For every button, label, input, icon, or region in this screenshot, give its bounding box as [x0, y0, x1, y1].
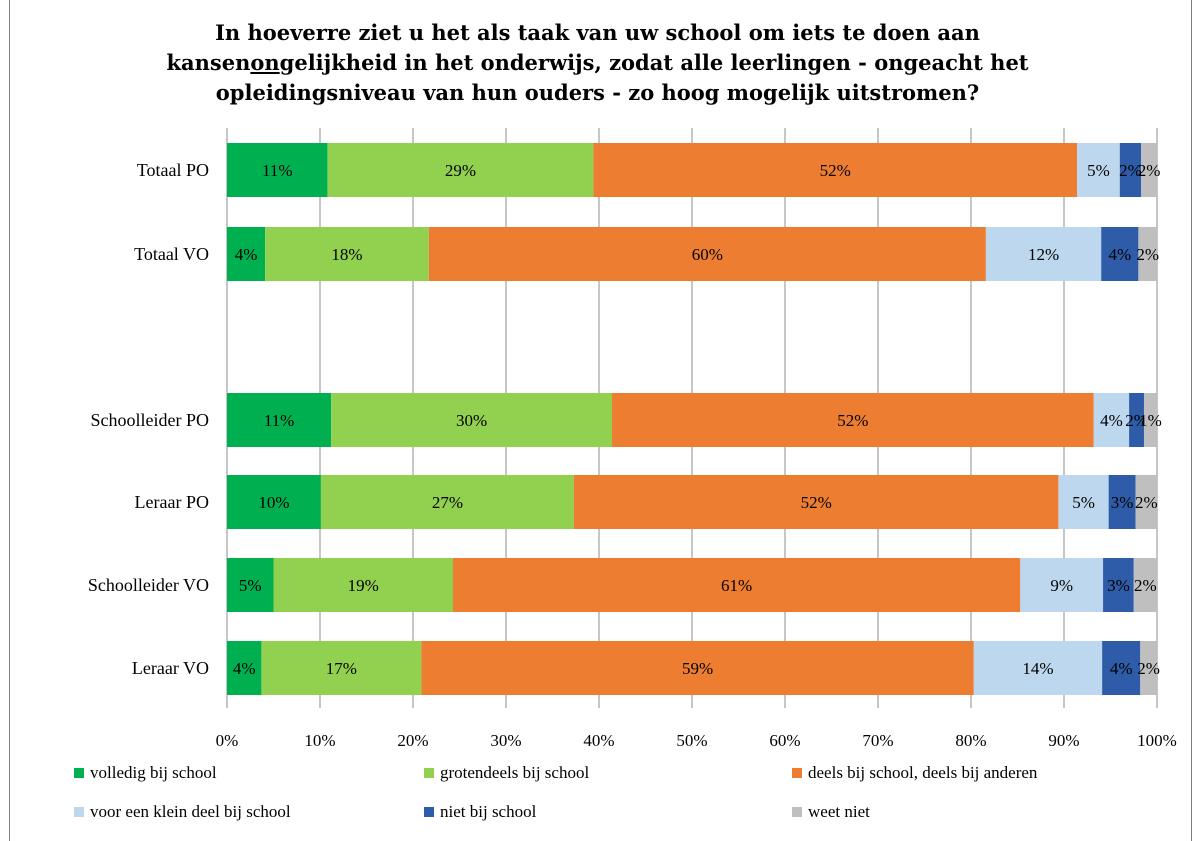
category-label: Totaal VO: [134, 244, 209, 264]
bar-segment: [265, 227, 429, 281]
data-label: 12%: [1028, 245, 1059, 264]
bar-segment: [973, 641, 1103, 695]
bar-segment: [273, 558, 453, 612]
data-label: 5%: [239, 576, 262, 595]
bar-segment: [227, 558, 274, 612]
data-label: 11%: [264, 411, 295, 430]
bar-segment: [227, 143, 328, 197]
data-label: 4%: [1100, 411, 1123, 430]
bar-segment: [1141, 143, 1157, 197]
bar-segment: [227, 641, 262, 695]
data-label: 30%: [456, 411, 487, 430]
data-label: 4%: [1108, 245, 1131, 264]
bar-segment: [1102, 641, 1141, 695]
bar-segment: [1020, 558, 1104, 612]
category-label: Schoolleider VO: [88, 575, 209, 595]
bar-segment: [452, 558, 1021, 612]
data-label: 29%: [445, 161, 476, 180]
data-label: 2%: [1134, 576, 1157, 595]
category-label: Totaal PO: [137, 160, 209, 180]
chart-title-line: opleidingsniveau van hun ouders - zo hoo…: [215, 80, 980, 105]
data-label: 11%: [262, 161, 293, 180]
bar-segment: [1101, 227, 1139, 281]
bar-segment: [421, 641, 974, 695]
chart-frame: [9, 0, 1192, 841]
data-label: 5%: [1087, 161, 1110, 180]
data-label: 5%: [1072, 493, 1095, 512]
bar-segment: [985, 227, 1102, 281]
bar-segment: [1143, 393, 1157, 447]
data-label: 2%: [1136, 245, 1159, 264]
bar-segment: [1129, 393, 1144, 447]
bar-segment: [227, 393, 332, 447]
x-tick-label: 70%: [862, 731, 893, 750]
x-tick-label: 60%: [769, 731, 800, 750]
data-label: 52%: [837, 411, 868, 430]
bar-segment: [327, 143, 594, 197]
bar-segment: [1138, 227, 1157, 281]
category-label: Leraar PO: [135, 492, 209, 512]
bar-segment: [331, 393, 613, 447]
data-label: 2%: [1119, 161, 1142, 180]
bar-segment: [1133, 558, 1157, 612]
category-label: Schoolleider PO: [91, 410, 210, 430]
data-label: 3%: [1107, 576, 1130, 595]
category-label: Leraar VO: [132, 658, 209, 678]
data-label: 2%: [1135, 493, 1158, 512]
x-tick-label: 10%: [304, 731, 335, 750]
bar-segment: [1135, 475, 1157, 529]
bar-segment: [612, 393, 1094, 447]
data-label: 18%: [331, 245, 362, 264]
data-label: 4%: [235, 245, 258, 264]
data-label: 2%: [1137, 659, 1160, 678]
bar-segment: [227, 475, 321, 529]
x-tick-label: 20%: [397, 731, 428, 750]
data-label: 27%: [432, 493, 463, 512]
x-tick-label: 100%: [1137, 731, 1177, 750]
x-tick-label: 50%: [676, 731, 707, 750]
data-label: 9%: [1050, 576, 1073, 595]
data-label: 1%: [1139, 411, 1162, 430]
data-label: 52%: [801, 493, 832, 512]
bar-segment: [1140, 641, 1157, 695]
data-label: 17%: [326, 659, 357, 678]
data-label: 3%: [1111, 493, 1134, 512]
data-label: 52%: [820, 161, 851, 180]
bar-segment: [1058, 475, 1109, 529]
bar-segment: [261, 641, 422, 695]
data-label: 14%: [1022, 659, 1053, 678]
chart-title: In hoeverre ziet u het als taak van uw s…: [0, 18, 1195, 108]
bar-segment: [320, 475, 574, 529]
bar-segment: [1103, 558, 1134, 612]
bar-segment: [1077, 143, 1120, 197]
bar-segment: [227, 227, 266, 281]
data-label: 10%: [258, 493, 289, 512]
bar-segment: [428, 227, 986, 281]
data-label: 4%: [1110, 659, 1133, 678]
x-tick-label: 0%: [216, 731, 239, 750]
data-label: 4%: [233, 659, 256, 678]
data-label: 59%: [682, 659, 713, 678]
data-label: 19%: [348, 576, 379, 595]
data-label: 61%: [721, 576, 752, 595]
bar-segment: [573, 475, 1059, 529]
chart-title-line: In hoeverre ziet u het als taak van uw s…: [215, 20, 980, 45]
x-tick-label: 40%: [583, 731, 614, 750]
bar-segment: [1108, 475, 1136, 529]
data-label: 2%: [1125, 411, 1148, 430]
x-tick-label: 30%: [490, 731, 521, 750]
x-tick-label: 80%: [955, 731, 986, 750]
bar-segment: [593, 143, 1078, 197]
bar-segment: [1093, 393, 1130, 447]
data-label: 2%: [1138, 161, 1161, 180]
data-label: 60%: [692, 245, 723, 264]
x-tick-label: 90%: [1048, 731, 1079, 750]
bar-segment: [1119, 143, 1142, 197]
chart-title-line: kansenongelijkheid in het onderwijs, zod…: [166, 50, 1029, 75]
